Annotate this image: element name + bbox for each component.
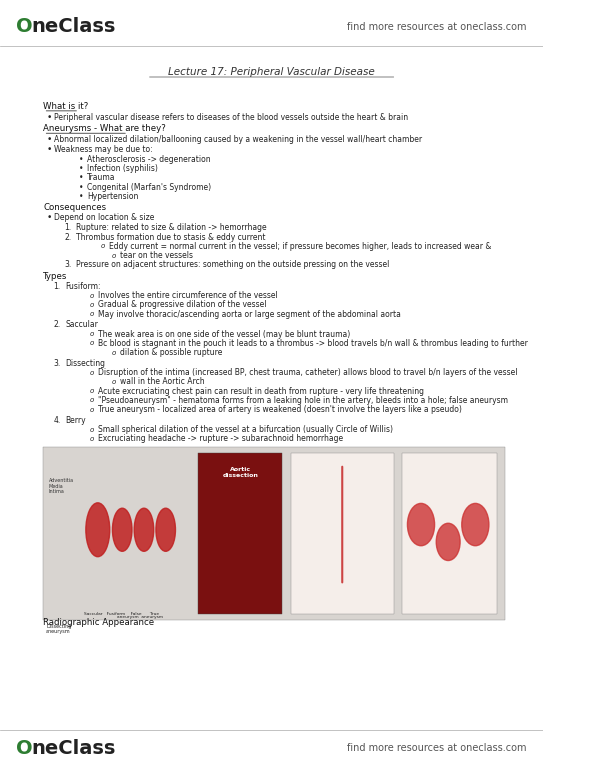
Ellipse shape	[112, 508, 132, 551]
Text: Peripheral vascular disease refers to diseases of the blood vessels outside the : Peripheral vascular disease refers to di…	[54, 113, 408, 122]
Ellipse shape	[134, 508, 154, 551]
Text: o: o	[90, 293, 94, 299]
Text: Weakness may be due to:: Weakness may be due to:	[54, 145, 153, 154]
Text: Types: Types	[43, 272, 68, 281]
Text: o: o	[90, 397, 94, 403]
Text: •: •	[46, 213, 52, 222]
Text: Consequences: Consequences	[43, 203, 107, 212]
Text: Abnormal localized dilation/ballooning caused by a weakening in the vessel wall/: Abnormal localized dilation/ballooning c…	[54, 135, 422, 144]
Text: Acute excruciating chest pain can result in death from rupture - very life threa: Acute excruciating chest pain can result…	[98, 387, 424, 396]
Text: 2.: 2.	[64, 233, 71, 242]
Text: o: o	[90, 331, 94, 337]
Text: Hypertension: Hypertension	[87, 192, 138, 201]
Text: o: o	[90, 302, 94, 308]
Text: Thrombus formation due to stasis & eddy current: Thrombus formation due to stasis & eddy …	[76, 233, 265, 242]
Text: O: O	[16, 18, 33, 36]
Text: Atherosclerosis -> degeneration: Atherosclerosis -> degeneration	[87, 155, 211, 164]
Text: •: •	[46, 145, 52, 154]
Text: Excruciating headache -> rupture -> subarachnoid hemorrhage: Excruciating headache -> rupture -> suba…	[98, 434, 343, 444]
Text: o: o	[90, 340, 94, 346]
Text: Eddy current = normal current in the vessel; if pressure becomes higher, leads t: Eddy current = normal current in the ves…	[109, 242, 491, 251]
Text: wall in the Aortic Arch: wall in the Aortic Arch	[120, 377, 204, 387]
Text: Disruption of the intima (increased BP, chest trauma, catheter) allows blood to : Disruption of the intima (increased BP, …	[98, 368, 517, 377]
Text: o: o	[90, 427, 94, 433]
Text: o: o	[90, 407, 94, 413]
Text: Lecture 17: Peripheral Vascular Disease: Lecture 17: Peripheral Vascular Disease	[168, 67, 375, 76]
Text: Pressure on adjacent structures: something on the outside pressing on the vessel: Pressure on adjacent structures: somethi…	[76, 260, 390, 269]
Text: The weak area is on one side of the vessel (may be blunt trauma): The weak area is on one side of the vess…	[98, 330, 350, 339]
Text: True aneurysm - localized area of artery is weakened (doesn't involve the layers: True aneurysm - localized area of artery…	[98, 405, 462, 414]
Text: o: o	[90, 370, 94, 376]
Text: Depend on location & size: Depend on location & size	[54, 213, 155, 222]
Ellipse shape	[436, 524, 460, 561]
Text: Berry: Berry	[65, 416, 86, 425]
Text: 3.: 3.	[64, 260, 71, 269]
Text: tear on the vessels: tear on the vessels	[120, 251, 193, 260]
FancyBboxPatch shape	[198, 453, 283, 614]
Text: o: o	[111, 379, 115, 385]
Text: o: o	[90, 436, 94, 442]
Text: find more resources at oneclass.com: find more resources at oneclass.com	[347, 22, 527, 32]
Text: •: •	[79, 192, 83, 201]
Text: What is it?: What is it?	[43, 102, 89, 111]
Text: 3.: 3.	[53, 359, 61, 368]
Text: Dissecting
aneurysm: Dissecting aneurysm	[46, 624, 71, 634]
Text: Rupture: related to size & dilation -> hemorrhage: Rupture: related to size & dilation -> h…	[76, 223, 267, 232]
Text: •: •	[46, 135, 52, 144]
Text: aneurysm  aneurysm: aneurysm aneurysm	[117, 615, 163, 619]
Text: dilation & possible rupture: dilation & possible rupture	[120, 348, 222, 357]
Text: •: •	[79, 155, 83, 164]
Text: "Pseudoaneurysm" - hematoma forms from a leaking hole in the artery, bleeds into: "Pseudoaneurysm" - hematoma forms from a…	[98, 396, 508, 405]
Text: Dissecting: Dissecting	[65, 359, 105, 368]
Ellipse shape	[86, 503, 109, 557]
Ellipse shape	[156, 508, 176, 551]
FancyBboxPatch shape	[402, 453, 497, 614]
Text: neClass: neClass	[31, 18, 115, 36]
Text: o: o	[101, 243, 105, 249]
Text: Gradual & progressive dilation of the vessel: Gradual & progressive dilation of the ve…	[98, 300, 267, 310]
Text: May involve thoracic/ascending aorta or large segment of the abdominal aorta: May involve thoracic/ascending aorta or …	[98, 310, 400, 319]
Text: •: •	[79, 182, 83, 192]
Text: o: o	[90, 388, 94, 394]
Text: Aortic
dissection: Aortic dissection	[223, 467, 259, 478]
Text: Aneurysms - What are they?: Aneurysms - What are they?	[43, 124, 166, 133]
Ellipse shape	[408, 504, 434, 546]
Text: •: •	[79, 164, 83, 173]
Text: 1.: 1.	[64, 223, 71, 232]
Text: Small spherical dilation of the vessel at a bifurcation (usually Circle of Willi: Small spherical dilation of the vessel a…	[98, 425, 393, 434]
Text: Trauma: Trauma	[87, 173, 115, 182]
Text: Involves the entire circumference of the vessel: Involves the entire circumference of the…	[98, 291, 277, 300]
FancyBboxPatch shape	[290, 453, 394, 614]
Text: •: •	[79, 173, 83, 182]
Ellipse shape	[462, 504, 489, 546]
Text: 2.: 2.	[53, 320, 60, 330]
Text: O: O	[16, 739, 33, 758]
Text: Congenital (Marfan's Syndrome): Congenital (Marfan's Syndrome)	[87, 182, 211, 192]
Text: o: o	[111, 350, 115, 356]
Text: Adventitia
Media
Intima: Adventitia Media Intima	[49, 477, 74, 494]
Text: o: o	[90, 311, 94, 317]
Text: 1.: 1.	[53, 282, 60, 291]
Text: 4.: 4.	[53, 416, 61, 425]
FancyBboxPatch shape	[43, 447, 505, 620]
Text: Saccular   Fusiform    False      True: Saccular Fusiform False True	[84, 612, 159, 616]
Text: Bc blood is stagnant in the pouch it leads to a thrombus -> blood travels b/n wa: Bc blood is stagnant in the pouch it lea…	[98, 339, 528, 348]
Text: Fusiform:: Fusiform:	[65, 282, 101, 291]
Text: find more resources at oneclass.com: find more resources at oneclass.com	[347, 744, 527, 753]
Text: Saccular: Saccular	[65, 320, 98, 330]
Text: •: •	[46, 113, 52, 122]
Text: neClass: neClass	[31, 739, 115, 758]
Text: Infection (syphilis): Infection (syphilis)	[87, 164, 158, 173]
Text: o: o	[111, 253, 115, 259]
Text: Radiographic Appearance: Radiographic Appearance	[43, 618, 155, 627]
